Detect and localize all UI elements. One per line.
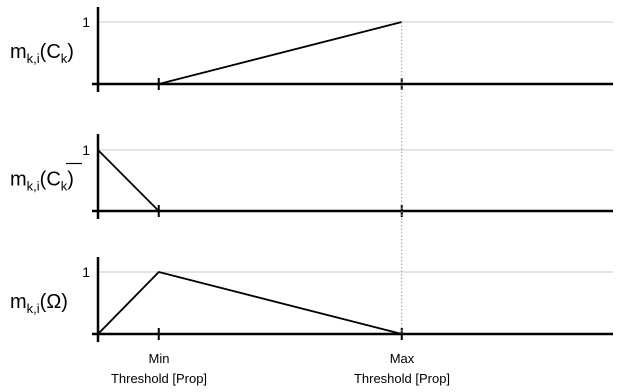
ylabel-sub: k,i [27,51,40,66]
y-tick-label: 1 [82,142,90,158]
ylabel-base: m [10,291,27,313]
ylabel-arg-sub: k [61,179,68,194]
ylabel-arg-sub: k [61,51,68,66]
ylabel-base: m [10,169,27,191]
min-threshold-label: Threshold [Prop] [111,371,207,386]
ylabel-arg: (Ω) [40,291,68,313]
y-axis-label: mk,i(Ck) [10,169,74,194]
panels: 1mk,i(Ck)1mk,i(Ck)1mk,i(Ω) [10,7,613,342]
y-axis-label: mk,i(Ck) [10,41,74,66]
membership-line [98,21,403,85]
ylabel-arg: (C [40,169,61,191]
ylabel-sub: k,i [27,301,40,316]
ylabel-base: m [10,41,27,63]
membership-line [97,149,160,212]
ylabel-close: ) [67,41,74,63]
panel-2: 1 mk,i(Ck) [10,134,613,219]
x-axis-labels: Min Threshold [Prop] Max Threshold [Prop… [111,351,450,386]
y-axis-label: mk,i(Ω) [10,291,68,316]
max-label: Max [390,351,415,366]
membership-line [97,271,403,335]
min-label: Min [149,351,170,366]
panel-3: 1 mk,i(Ω) [10,257,613,342]
ylabel-sub: k,i [27,179,40,194]
ylabel-close: ) [67,169,74,191]
ylabel-arg: (C [40,41,61,63]
panel-1: 1 mk,i(Ck) [10,7,613,92]
max-threshold-label: Threshold [Prop] [354,371,450,386]
y-tick-label: 1 [82,264,90,280]
y-tick-label: 1 [82,14,90,30]
